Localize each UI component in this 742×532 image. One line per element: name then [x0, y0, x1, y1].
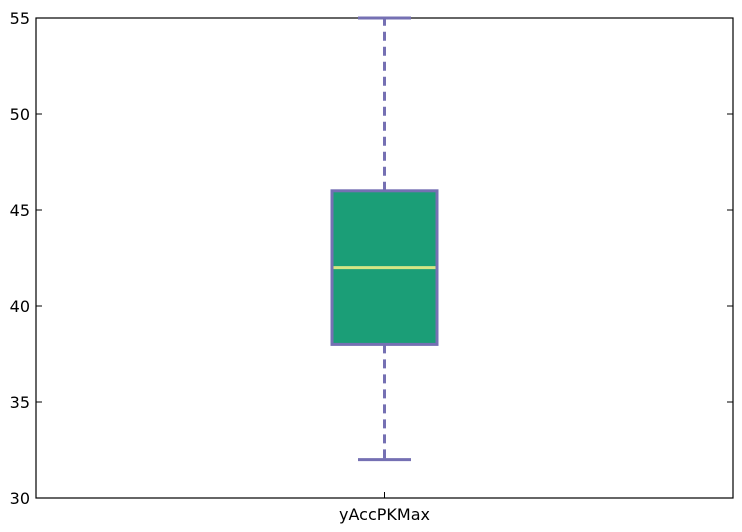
y-tick-label: 35: [10, 393, 30, 412]
y-tick-label: 30: [10, 489, 30, 508]
y-axis: 30 35 40 45 50 55: [10, 9, 733, 508]
y-tick-label: 40: [10, 297, 30, 316]
y-tick-label: 55: [10, 9, 30, 28]
x-tick-label: yAccPKMax: [339, 505, 430, 524]
box-marks: [330, 16, 439, 462]
y-tick-label: 45: [10, 201, 30, 220]
y-tick-label: 50: [10, 105, 30, 124]
